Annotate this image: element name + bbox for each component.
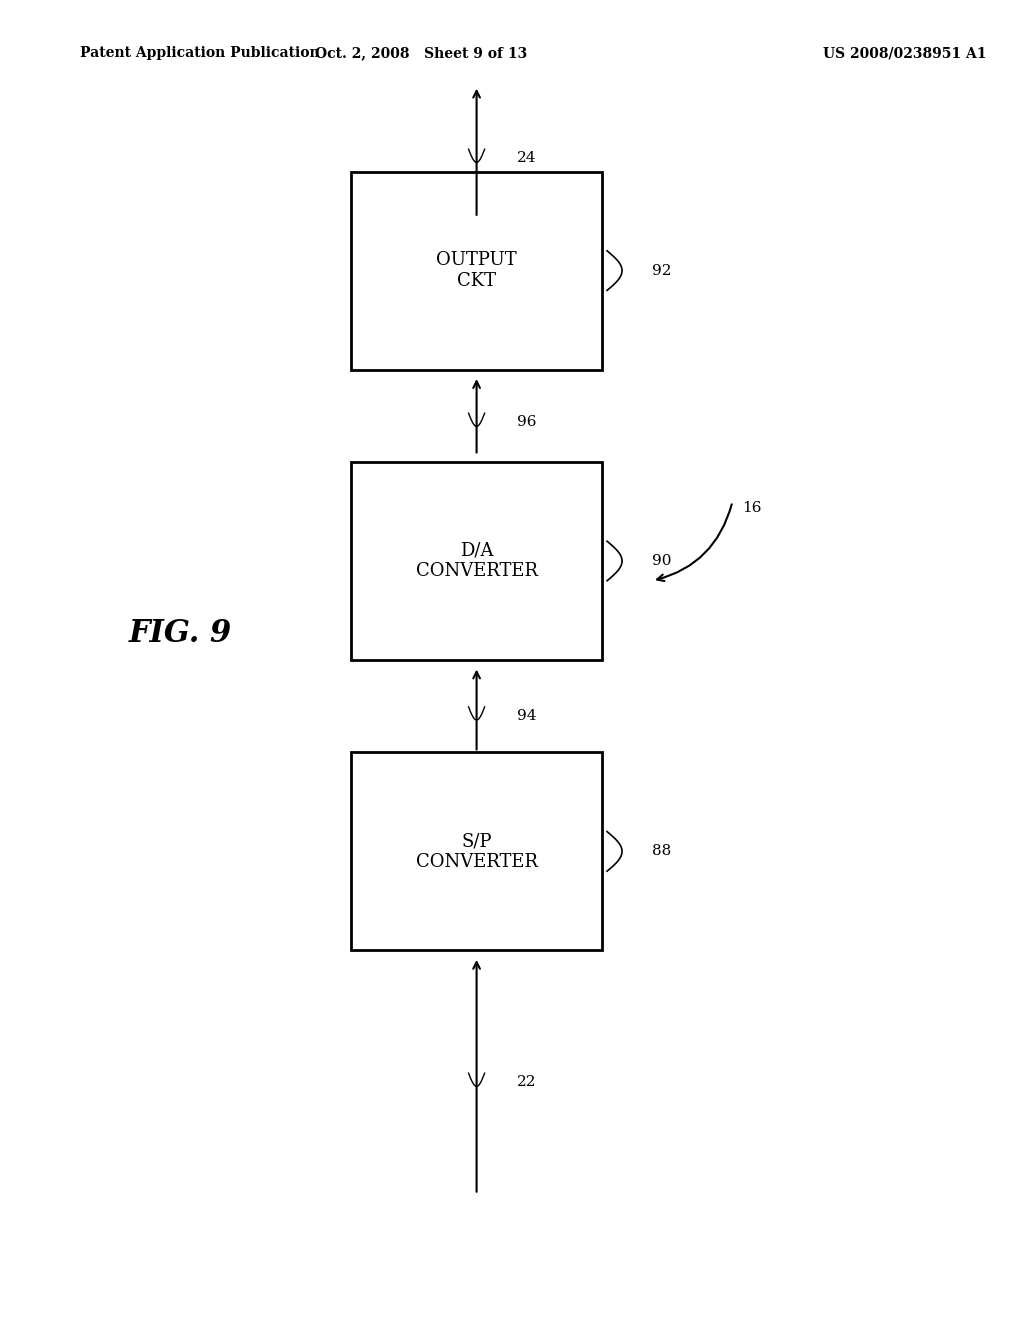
Text: FIG. 9: FIG. 9 bbox=[129, 618, 232, 649]
FancyBboxPatch shape bbox=[351, 462, 602, 660]
FancyBboxPatch shape bbox=[351, 172, 602, 370]
Text: S/P
CONVERTER: S/P CONVERTER bbox=[416, 832, 538, 871]
Text: Patent Application Publication: Patent Application Publication bbox=[80, 46, 319, 61]
Text: 22: 22 bbox=[517, 1076, 537, 1089]
Text: 96: 96 bbox=[517, 416, 537, 429]
FancyBboxPatch shape bbox=[351, 752, 602, 950]
Text: US 2008/0238951 A1: US 2008/0238951 A1 bbox=[822, 46, 986, 61]
Text: 92: 92 bbox=[652, 264, 672, 277]
Text: 90: 90 bbox=[652, 554, 672, 568]
Text: 88: 88 bbox=[652, 845, 672, 858]
Text: Oct. 2, 2008   Sheet 9 of 13: Oct. 2, 2008 Sheet 9 of 13 bbox=[315, 46, 527, 61]
Text: OUTPUT
CKT: OUTPUT CKT bbox=[436, 251, 517, 290]
Text: 94: 94 bbox=[517, 709, 537, 723]
Text: 16: 16 bbox=[742, 502, 762, 515]
Text: 24: 24 bbox=[517, 152, 537, 165]
Text: D/A
CONVERTER: D/A CONVERTER bbox=[416, 541, 538, 581]
